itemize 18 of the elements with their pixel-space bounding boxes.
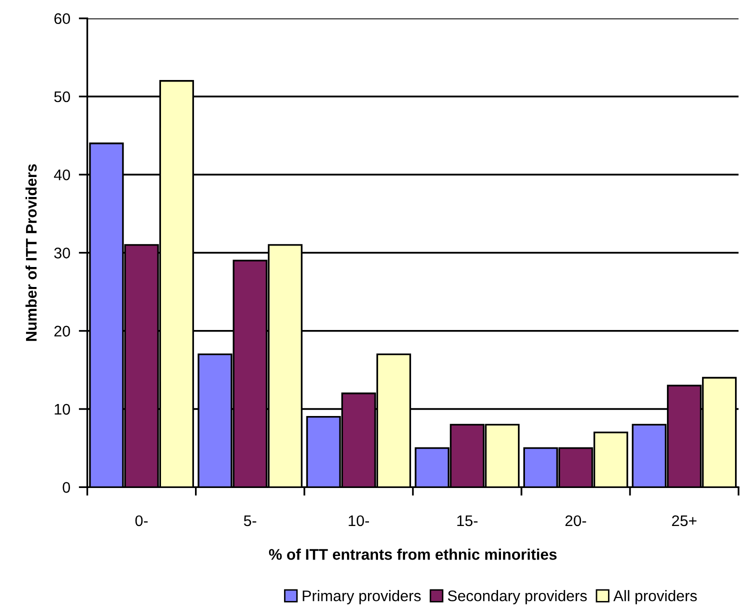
y-axis-title: Number of ITT Providers	[25, 164, 37, 341]
x-axis-title: % of ITT entrants from ethnic minorities	[268, 548, 557, 560]
y-tick-label: 20	[54, 326, 70, 337]
x-tick-label: 0-	[135, 515, 148, 526]
legend-label: All providers	[613, 590, 697, 604]
x-tick-label: 15-	[457, 515, 478, 526]
x-tick-label: 20-	[565, 515, 586, 526]
y-tick-label: 10	[54, 404, 70, 415]
legend-label: Primary providers	[302, 590, 421, 604]
y-tick-label: 0	[62, 482, 70, 493]
x-tick-label: 25+	[672, 515, 696, 526]
x-tick-label: 5-	[244, 515, 256, 526]
x-tick-label: 10-	[348, 515, 370, 526]
legend-label: Secondary providers	[448, 590, 587, 604]
y-tick-label: 50	[54, 91, 70, 102]
y-tick-label: 30	[54, 248, 70, 258]
y-tick-label: 60	[54, 13, 70, 24]
y-tick-label: 40	[54, 169, 70, 180]
